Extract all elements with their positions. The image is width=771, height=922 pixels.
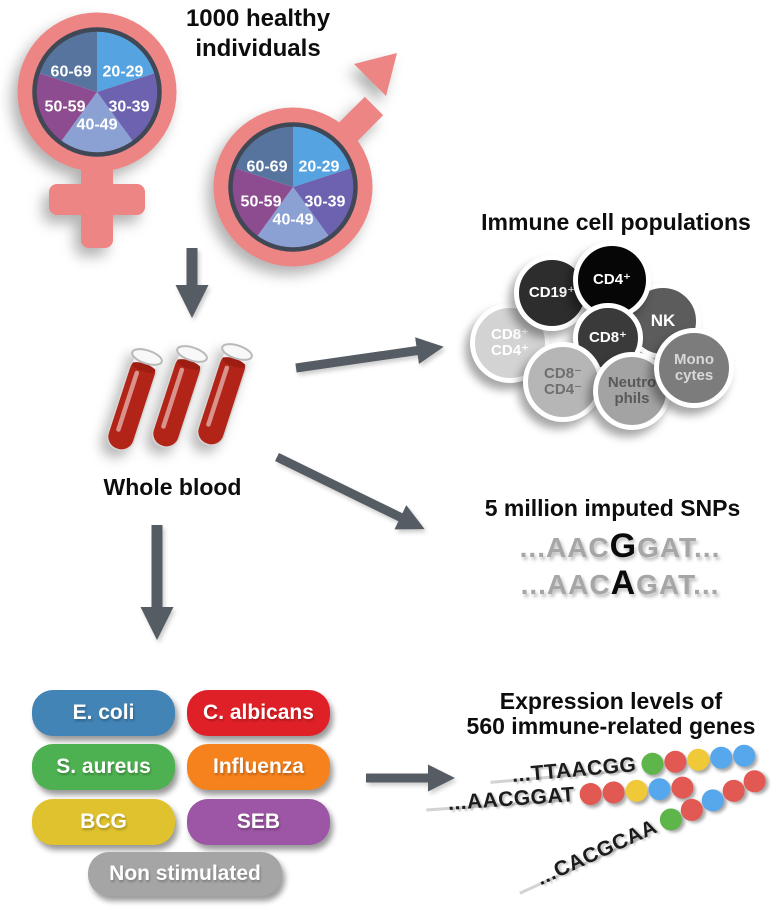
expression-dot-red [663,749,688,774]
pie-label-50-59: 50-59 [45,99,86,116]
expression-dot-red [579,782,603,806]
expression-dot-red [601,780,626,805]
pie-slice-30-39 [97,73,158,142]
pie-slice-40-49 [61,92,133,154]
pie-slice-60-69 [234,126,293,187]
stimulus-pill-seb: SEB [187,799,330,845]
cell-label: phils [614,390,650,407]
cell-label: Neutro [607,374,657,391]
pie-label-60-69: 60-69 [247,159,288,176]
male-age-pie: 20-29 30-39 40-49 50-59 60-69 [228,122,358,252]
pie-slice-40-49 [257,187,329,249]
expression-sequence: ...CACGCAA [533,815,661,891]
cell-label: CD19⁺ [528,284,576,301]
cell-label: NK [650,311,676,330]
snp-sequence-row: ...AACAGAT... [465,564,771,603]
cell-label: CD8⁺ [491,326,529,343]
snp-seq-pre: ...AAC [520,569,611,600]
immune-cells-title: Immune cell populations [481,209,751,235]
cell-label: CD4⁻ [544,381,582,398]
snp-seq-pre: ...AAC [519,532,610,563]
cell-label: CD8⁻ [544,365,582,382]
snp-seq-post: GAT... [637,532,721,563]
expression-sequence: ...AACGGAT [447,783,576,815]
stimulus-pill-influenza: Influenza [187,744,330,790]
snp-sequence-row: ...AACGGAT... [465,527,771,566]
arrow-blood-to-snps [275,452,425,530]
pie-slice-20-29 [97,31,156,92]
blood-tube [151,345,208,448]
pie-label-50-59: 50-59 [241,194,282,211]
pie-label-20-29: 20-29 [299,159,340,176]
blood-tube [196,343,253,446]
blood-tubes [106,343,253,451]
stimulus-pill-nonstimulated: Non stimulated [88,852,282,896]
expression-dot-blue [647,777,672,801]
snp-seq-post: GAT... [636,569,720,600]
expression-dot-green [640,751,665,776]
male-symbol [331,53,397,149]
snp-variant-allele: G [609,527,638,565]
female-age-pie: 20-29 30-39 40-49 50-59 60-69 [32,27,162,157]
stimulus-pill-bcg: BCG [32,799,175,845]
cohort-symbols: 20-29 30-39 40-49 50-59 60-69 20-29 30-3… [17,12,397,267]
cell-circle-neutrophils: Neutro phils [593,352,671,430]
arrow-blood-to-cells [295,337,444,373]
cohort-title: 1000 healthy individuals [148,4,368,64]
cell-label: cytes [674,367,714,384]
stimulus-pill-ecoli: E. coli [32,690,175,736]
pie-slice-50-59 [232,168,293,237]
expression-dot-yellow [624,779,649,803]
expression-title-line1: Expression levels of [499,688,723,714]
snp-variant-allele: A [610,564,637,602]
pie-slice-30-39 [293,168,354,237]
female-symbol [49,150,145,248]
expression-title: Expression levels of 560 immune-related … [452,689,770,739]
blood-tube [106,348,163,451]
pie-slice-50-59 [36,73,97,142]
cell-circle-monocytes: Mono cytes [654,328,734,408]
pie-label-30-39: 30-39 [109,99,150,116]
pie-slice-60-69 [38,31,97,92]
expression-dot-blue [709,745,733,770]
pie-label-40-49: 40-49 [77,117,118,134]
pie-label-40-49: 40-49 [273,212,314,229]
snps-title: 5 million imputed SNPs [484,495,741,521]
cohort-title-line2: individuals [195,35,321,62]
pie-label-20-29: 20-29 [103,64,144,81]
cohort-title-line1: 1000 healthy [185,5,331,32]
cell-label: CD8⁺ [589,329,627,346]
cell-circle-cd8neg-cd4neg: CD8⁻ CD4⁻ [523,342,603,422]
pie-label-30-39: 30-39 [305,194,346,211]
stimulus-pill-calbicans: C. albicans [187,690,330,736]
cell-label: CD4⁺ [491,342,529,359]
cell-label: Mono [674,351,714,368]
expression-dot-yellow [686,747,710,772]
stimulus-pill-saureus: S. aureus [32,744,175,790]
whole-blood-label: Whole blood [103,474,242,500]
expression-dot-blue [731,743,756,768]
cell-label: CD4⁺ [593,271,631,288]
pie-label-60-69: 60-69 [51,64,92,81]
pie-slice-20-29 [293,126,352,187]
expression-title-line2: 560 immune-related genes [466,713,756,739]
